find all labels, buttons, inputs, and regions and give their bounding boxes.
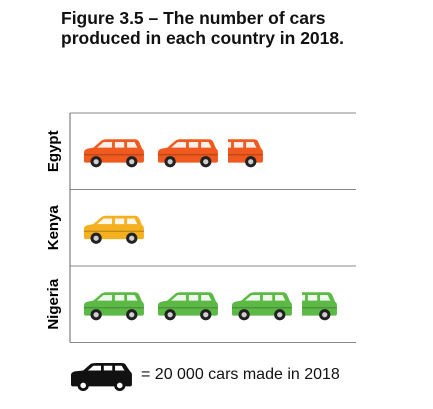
legend-text: = 20 000 cars made in 2018 (141, 366, 340, 383)
car-icon (83, 215, 144, 244)
car-icon (231, 292, 292, 321)
category-labels: Egypt Kenya Nigeria (45, 130, 62, 329)
car-icon (157, 292, 218, 321)
legend-car-icon (71, 362, 132, 392)
grid-lines (69, 112, 356, 343)
legend-car-icon (71, 362, 132, 392)
car-icon (157, 139, 218, 168)
car-icons (83, 139, 337, 321)
category-label-kenya: Kenya (45, 205, 62, 251)
category-label-nigeria: Nigeria (45, 278, 62, 330)
category-label-egypt: Egypt (45, 130, 62, 172)
chart-title: Figure 3.5 – The number of cars produced… (61, 8, 344, 48)
car-icon (83, 292, 144, 321)
car-icon (83, 139, 144, 168)
